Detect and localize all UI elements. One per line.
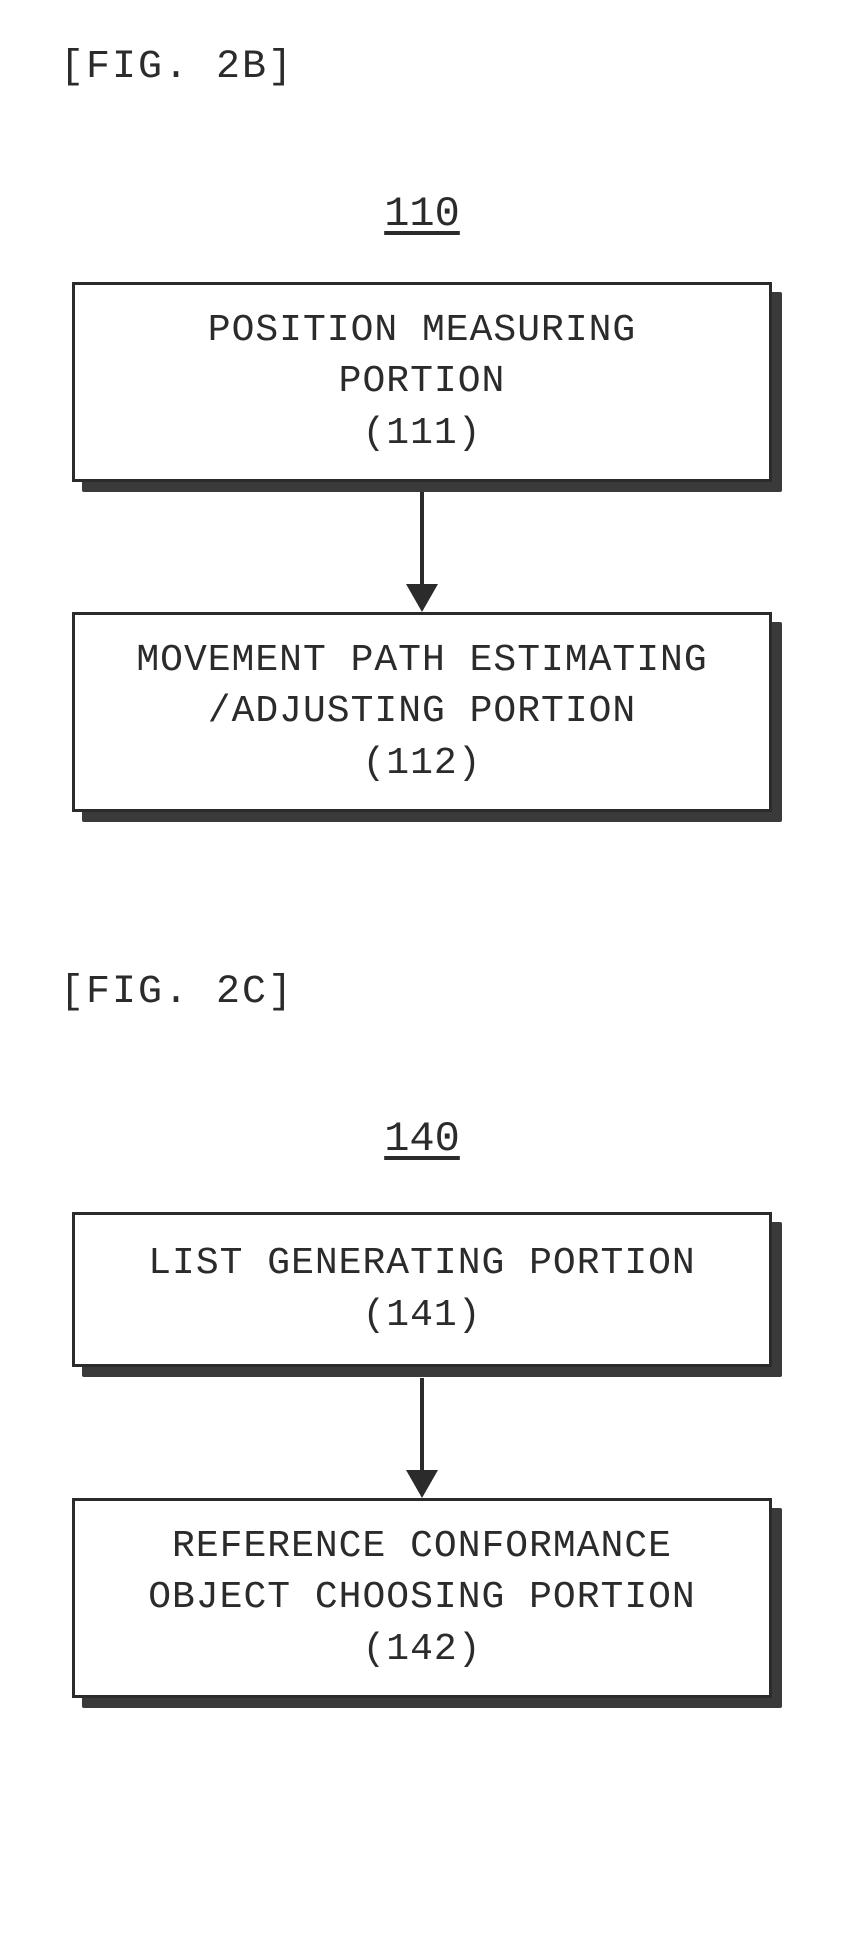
arrow-down (406, 1378, 438, 1498)
figure-ref-140: 140 (322, 1115, 522, 1163)
figure-label-2c: [FIG. 2C] (60, 970, 294, 1015)
block-number: (111) (362, 408, 481, 459)
block-face: LIST GENERATING PORTION (141) (72, 1212, 772, 1367)
block-text-line: LIST GENERATING PORTION (148, 1238, 696, 1289)
block-number: (112) (362, 738, 481, 789)
block-list-generating: LIST GENERATING PORTION (141) (72, 1212, 782, 1377)
block-number: (141) (362, 1290, 481, 1341)
block-text-line: POSITION MEASURING (208, 305, 636, 356)
block-movement-path: MOVEMENT PATH ESTIMATING /ADJUSTING PORT… (72, 612, 782, 822)
block-face: POSITION MEASURING PORTION (111) (72, 282, 772, 482)
block-face: REFERENCE CONFORMANCE OBJECT CHOOSING PO… (72, 1498, 772, 1698)
block-text-line: REFERENCE CONFORMANCE (172, 1521, 672, 1572)
block-number: (142) (362, 1624, 481, 1675)
arrow-down (406, 492, 438, 612)
block-position-measuring: POSITION MEASURING PORTION (111) (72, 282, 782, 492)
block-text-line: /ADJUSTING PORTION (208, 686, 636, 737)
block-text-line: OBJECT CHOOSING PORTION (148, 1572, 696, 1623)
block-reference-conformance: REFERENCE CONFORMANCE OBJECT CHOOSING PO… (72, 1498, 782, 1708)
page: [FIG. 2B] 110 POSITION MEASURING PORTION… (0, 0, 844, 1954)
figure-label-2b: [FIG. 2B] (60, 45, 294, 90)
arrow-shaft (420, 1378, 424, 1473)
block-face: MOVEMENT PATH ESTIMATING /ADJUSTING PORT… (72, 612, 772, 812)
arrow-head-icon (406, 1470, 438, 1498)
arrow-head-icon (406, 584, 438, 612)
block-text-line: PORTION (339, 356, 506, 407)
figure-ref-110: 110 (322, 190, 522, 238)
block-text-line: MOVEMENT PATH ESTIMATING (136, 635, 707, 686)
arrow-shaft (420, 492, 424, 587)
